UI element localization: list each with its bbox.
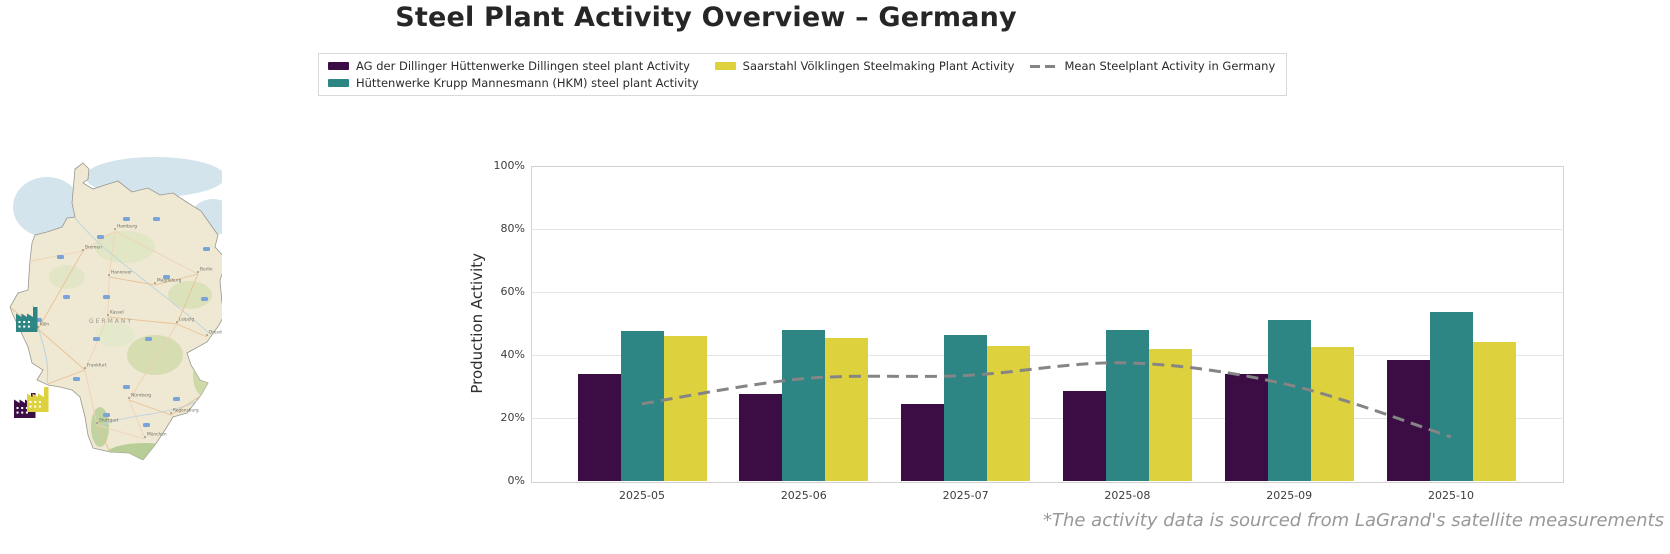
- city-dot: [144, 436, 146, 438]
- legend-item-dillinger: AG der Dillinger Hüttenwerke Dillingen s…: [328, 59, 699, 73]
- city-dot: [176, 321, 178, 323]
- city-label: Dresden: [209, 330, 222, 336]
- factory-marker-icon-saarstahl: Saarstahl Völklingen Steelmaking Plant: [27, 387, 49, 412]
- bar-dillinger-2025-05: [577, 373, 621, 481]
- bar-hkm-2025-10: [1429, 312, 1473, 481]
- y-tick-label: 0%: [507, 474, 525, 487]
- city-dot: [206, 334, 208, 336]
- legend-item-mean: Mean Steelplant Activity in Germany: [1030, 59, 1275, 73]
- city-dot: [170, 412, 172, 414]
- city-dot: [197, 271, 199, 273]
- north-sea: [13, 177, 81, 237]
- bar-dillinger-2025-10: [1386, 359, 1430, 481]
- legend-label: Hüttenwerke Krupp Mannesmann (HKM) steel…: [356, 76, 699, 90]
- legend-label: Mean Steelplant Activity in Germany: [1064, 59, 1276, 73]
- city-label: Bremen: [85, 245, 102, 251]
- city-dot: [82, 249, 84, 251]
- city-dot: [128, 397, 130, 399]
- dillinger-swatch-icon: [328, 62, 349, 70]
- bar-saarstahl-2025-06: [825, 337, 869, 481]
- gridline: [531, 292, 1562, 293]
- mean-activity-line-layer: [641, 361, 1452, 439]
- city-label: Berlin: [200, 267, 213, 273]
- bar-saarstahl-2025-07: [987, 345, 1031, 481]
- city-label: Regensburg: [173, 408, 199, 414]
- city-dot: [107, 314, 109, 316]
- city-label: Stuttgart: [99, 418, 119, 424]
- chart-legend: AG der Dillinger Hüttenwerke Dillingen s…: [318, 53, 1288, 96]
- city-label: Hamburg: [117, 224, 137, 230]
- x-tick-label: 2025-07: [942, 489, 989, 502]
- bar-hkm-2025-07: [944, 334, 988, 481]
- x-tick-label: 2025-05: [619, 489, 665, 502]
- bar-dillinger-2025-07: [901, 403, 945, 481]
- city-label: Nürnberg: [131, 393, 151, 399]
- gridline: [531, 418, 1562, 419]
- x-tick-label: 2025-08: [1104, 489, 1151, 502]
- map-city-labels: Hamburg Bremen Berlin Hannover Magdeburg Leip…: [37, 224, 222, 438]
- x-tick-label: 2025-06: [780, 489, 827, 502]
- germany-outline: [9, 162, 222, 460]
- bar-dillinger-2025-08: [1062, 391, 1106, 481]
- bar-dillinger-2025-06: [739, 394, 783, 481]
- y-tick-label: 20%: [500, 411, 525, 424]
- city-dot: [84, 367, 86, 369]
- factory-marker-icon-hkm: Hüttenwerke Krupp Mannesmann (HKM) steel…: [16, 307, 38, 332]
- city-label: Köln: [40, 322, 49, 328]
- y-tick-label: 60%: [500, 285, 525, 298]
- saarstahl-swatch-icon: [714, 62, 736, 70]
- bar-saarstahl-2025-05: [663, 336, 707, 481]
- city-label: Leipzig: [179, 317, 194, 323]
- autobahn-shield-icons: [35, 217, 210, 427]
- map-plant-markers: Hüttenwerke Krupp Mannesmann (HKM) steel…: [14, 307, 49, 418]
- city-dot: [114, 228, 116, 230]
- dashed-line-swatch-icon: [1030, 64, 1058, 68]
- germany-map: GERMANY Hamburg Bremen Berlin Hannover Magde…: [9, 157, 222, 460]
- legend-item-saarstahl: Saarstahl Völklingen Steelmaking Plant A…: [714, 59, 1015, 73]
- city-dot: [108, 274, 110, 276]
- legend-label: Saarstahl Völklingen Steelmaking Plant A…: [742, 59, 1015, 73]
- y-tick-label: 80%: [500, 222, 525, 235]
- city-dot: [154, 282, 156, 284]
- city-label: Kassel: [110, 310, 124, 316]
- hkm-swatch-icon: [328, 79, 349, 87]
- city-label: München: [147, 432, 167, 438]
- country-label: GERMANY: [89, 318, 133, 325]
- gridline: [531, 355, 1562, 356]
- x-tick-label: 2025-10: [1428, 489, 1474, 502]
- legend-label: AG der Dillinger Hüttenwerke Dillingen s…: [356, 59, 690, 73]
- city-label: Magdeburg: [157, 278, 182, 284]
- city-dot: [96, 422, 98, 424]
- legend-item-hkm: Hüttenwerke Krupp Mannesmann (HKM) steel…: [328, 76, 699, 90]
- bar-dillinger-2025-09: [1224, 373, 1268, 481]
- city-label: Frankfurt: [87, 363, 107, 369]
- footnote: *The activity data is sourced from LaGra…: [1042, 510, 1664, 531]
- city-dot: [37, 326, 39, 328]
- bar-saarstahl-2025-08: [1148, 348, 1192, 481]
- gridline: [531, 229, 1562, 230]
- bar-saarstahl-2025-09: [1310, 347, 1354, 481]
- bar-hkm-2025-09: [1267, 320, 1311, 481]
- page-title: Steel Plant Activity Overview – Germany: [395, 2, 1017, 33]
- bar-hkm-2025-06: [782, 329, 826, 481]
- mean-activity-dashed-line: [641, 361, 1452, 439]
- bar-saarstahl-2025-10: [1472, 342, 1516, 481]
- bar-hkm-2025-08: [1105, 329, 1149, 481]
- bar-hkm-2025-05: [620, 331, 664, 481]
- city-label: Hannover: [111, 270, 132, 276]
- y-tick-label: 40%: [500, 348, 525, 361]
- x-tick-label: 2025-09: [1266, 489, 1313, 502]
- y-tick-label: 100%: [493, 159, 525, 172]
